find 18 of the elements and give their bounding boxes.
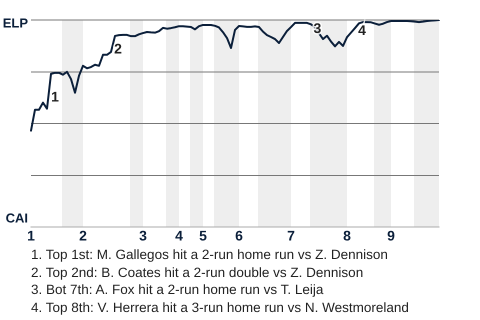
x-tick-label: 4 (175, 227, 184, 244)
text: CAI (6, 210, 28, 226)
x-tick-label: 1 (27, 227, 36, 244)
text: 4. Top 8th: V. Herrera hit a 3-run home run vs N. Westmoreland (31, 298, 409, 316)
x-tick-label: 9 (387, 227, 396, 244)
x-tick-label: 2 (79, 227, 88, 244)
x-tick-label: 8 (343, 227, 352, 244)
text: 1. Top 1st: M. Gallegos hit a 2-run home run vs Z. Dennison (31, 246, 389, 264)
x-tick-label: 3 (139, 227, 148, 244)
x-tick-label: 6 (235, 227, 244, 244)
annotation: 4 (358, 22, 366, 38)
text: 3. Bot 7th: A. Fox hit a 2-run home run vs T. Leija (31, 281, 324, 298)
text: 2. Top 2nd: B. Coates hit a 2-run double vs Z. Dennison (31, 264, 364, 281)
x-tick-label: 5 (199, 227, 208, 244)
annotation: 2 (114, 40, 122, 57)
text: ELP (2, 16, 28, 31)
annotation: 1 (51, 88, 60, 105)
x-tick-label: 7 (287, 227, 296, 244)
